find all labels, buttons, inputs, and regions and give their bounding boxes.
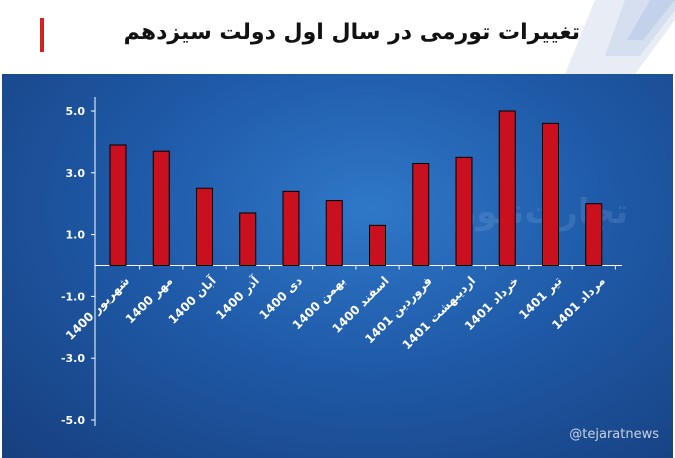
social-handle: @tejaratnews [569,427,659,442]
y-tick-label: -3.0 [61,352,85,365]
page-title: تغییرات تورمی در سال اول دولت سیزدهم [123,20,580,45]
header: تغییرات تورمی در سال اول دولت سیزدهم [0,0,675,74]
bar [412,163,430,266]
y-tick-label: -1.0 [61,290,85,303]
bar [282,190,300,266]
x-tick-label: آبان 1400 [165,272,219,326]
bar [369,224,386,266]
bar [585,203,603,266]
y-tick-label: -5.0 [61,414,85,427]
bar [498,110,516,266]
x-tick-label: شهریور 1400 [63,274,133,344]
bar [325,200,343,266]
bar [196,187,213,266]
y-tick-label: 1.0 [66,229,86,242]
x-tick-label: آذر 1400 [213,272,263,322]
bar [455,156,473,266]
bar [542,122,559,266]
bar [109,144,127,266]
bar [152,150,170,266]
y-tick-label: 3.0 [66,167,86,180]
corner-stripes-decoration [565,0,675,74]
y-tick-label: 5.0 [66,105,86,118]
x-tick-label: اردیبهشت 1401 [400,274,478,352]
accent-bar [40,18,44,52]
bar [239,212,257,266]
